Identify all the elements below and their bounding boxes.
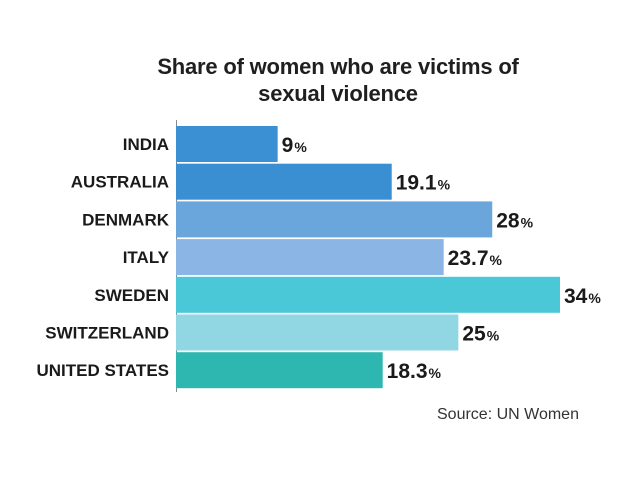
- value-label-switzerland: 25%: [462, 323, 499, 346]
- category-label-india: INDIA: [123, 135, 169, 154]
- value-label-united-states: 18.3%: [387, 360, 442, 383]
- bar-switzerland: [176, 314, 459, 351]
- bars-group: INDIA 9% AUSTRALIA 19.1% DENMARK 28% ITALY 23.7…: [36, 126, 601, 389]
- value-label-australia: 19.1%: [396, 172, 451, 195]
- chart-title-line-2: sexual violence: [258, 81, 418, 106]
- category-label-italy: ITALY: [123, 248, 170, 267]
- source-note: Source: UN Women: [437, 406, 579, 423]
- bar-sweden: [176, 276, 560, 313]
- value-label-italy: 23.7%: [448, 247, 503, 270]
- chart-title-line-1: Share of women who are victims of: [157, 54, 519, 79]
- bar-italy: [176, 239, 444, 276]
- bar-india: [176, 126, 278, 162]
- bar-australia: [176, 163, 392, 200]
- bar-denmark: [176, 201, 493, 238]
- value-label-denmark: 28%: [496, 209, 533, 232]
- value-label-india: 9%: [282, 134, 308, 157]
- value-label-sweden: 34%: [564, 285, 601, 308]
- category-label-united-states: UNITED STATES: [36, 361, 169, 380]
- chart-title: Share of women who are victims of sexual…: [0, 53, 640, 107]
- category-label-sweden: SWEDEN: [94, 286, 169, 305]
- bar-united-states: [176, 352, 383, 389]
- category-label-denmark: DENMARK: [82, 210, 170, 229]
- category-label-australia: AUSTRALIA: [71, 173, 169, 192]
- category-label-switzerland: SWITZERLAND: [45, 324, 169, 343]
